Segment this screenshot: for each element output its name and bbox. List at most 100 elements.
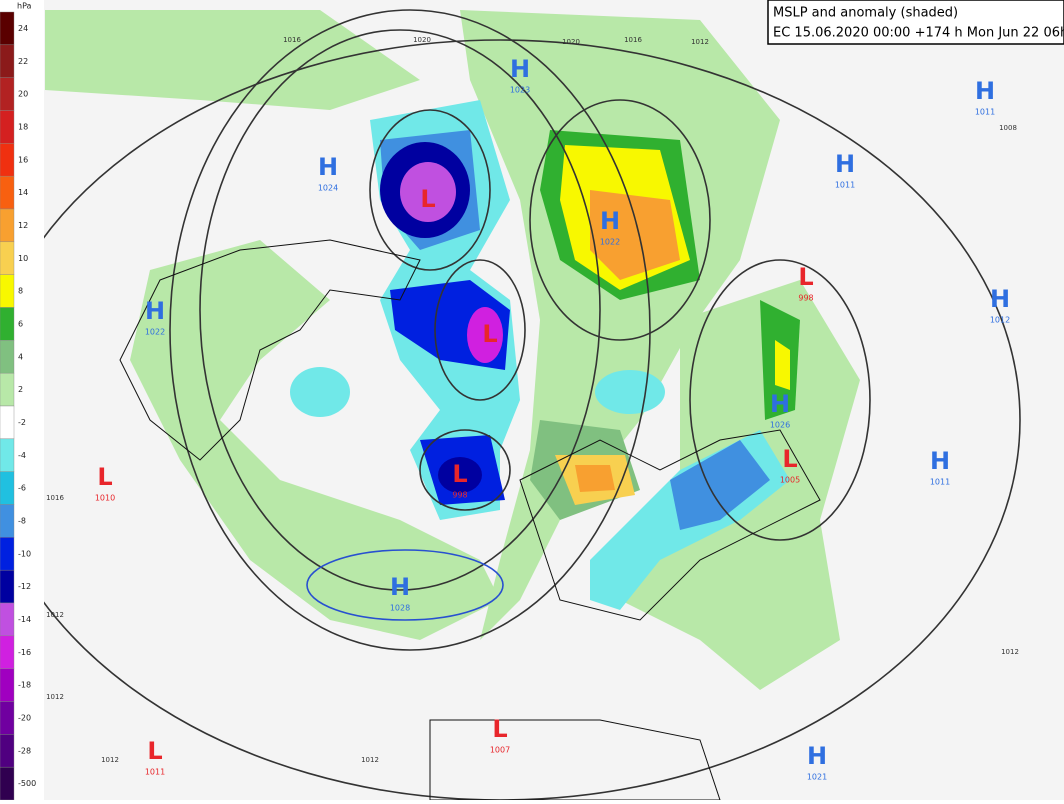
legend-label: -12 [18, 582, 31, 591]
legend-swatch [0, 241, 15, 275]
anomaly-shading [45, 10, 860, 690]
center-symbol: H [930, 447, 950, 475]
legend-swatch [0, 340, 15, 374]
center-pressure: 1022 [145, 328, 165, 337]
contour-label: 1012 [361, 756, 379, 764]
legend-swatch [0, 143, 15, 177]
legend-label: 24 [18, 24, 28, 33]
contour-label: 1016 [624, 36, 642, 44]
legend-label: 20 [18, 90, 28, 99]
contour-label: 1012 [1001, 648, 1019, 656]
subtitle: EC 15.06.2020 00:00 +174 h Mon Jun 22 06… [773, 26, 1064, 41]
legend-label: -500 [18, 779, 36, 788]
center-symbol: L [147, 737, 162, 765]
legend-swatch [0, 405, 15, 440]
center-symbol: H [510, 55, 530, 83]
contour-labels: 1016 1020 1020 1016 1012 1008 1016 1012 1012 1012… [46, 36, 1019, 764]
contour-label: 1012 [101, 756, 119, 764]
contour-label: 1012 [46, 693, 64, 701]
legend-swatch [0, 471, 15, 505]
legend-swatch [0, 569, 15, 604]
center-symbol: L [492, 715, 507, 743]
contour-label: 1012 [691, 38, 709, 46]
coastlines [119, 239, 821, 801]
legend-label: 16 [18, 155, 28, 164]
contour-label: 1008 [999, 124, 1017, 132]
center-symbol: H [390, 573, 410, 601]
legend-swatch [0, 208, 15, 243]
legend-label: 4 [18, 352, 23, 361]
legend-label: -4 [18, 451, 26, 460]
legend-label: 8 [18, 287, 23, 296]
legend-label: 14 [18, 188, 28, 197]
isobars [0, 9, 1021, 801]
contour-label: 1016 [283, 36, 301, 44]
legend-label: 6 [18, 319, 23, 328]
center-symbol: H [835, 150, 855, 178]
center-symbol: H [145, 297, 165, 325]
center-pressure: 1010 [95, 494, 115, 503]
legend-swatch [0, 110, 15, 144]
title: MSLP and anomaly (shaded) [773, 6, 958, 21]
legend-swatch [0, 77, 15, 111]
center-pressure: 1021 [807, 773, 827, 782]
center-symbol: H [770, 390, 790, 418]
legend-swatch [0, 537, 15, 571]
center-pressure: 1011 [975, 108, 995, 117]
center-pressure: 1011 [145, 768, 165, 777]
legend-label: -16 [18, 648, 31, 657]
legend-swatch [0, 372, 15, 407]
center-pressure: 1022 [600, 238, 620, 247]
legend-swatch [0, 11, 15, 46]
isobar-1028 [306, 549, 504, 621]
legend: 24 22 20 18 16 14 12 10 8 6 4 2 -2 -4 -6 -8 -10 -12 -14 -16… [0, 11, 36, 801]
center-symbol: L [782, 445, 797, 473]
legend-label: -6 [18, 484, 26, 493]
legend-label: 12 [18, 221, 28, 230]
legend-label: -10 [18, 549, 31, 558]
legend-swatch [0, 766, 15, 801]
legend-label: -2 [18, 418, 26, 427]
legend-label: -18 [18, 681, 31, 690]
legend-unit: hPa [17, 2, 32, 11]
center-pressure: 1005 [780, 476, 800, 485]
center-pressure: 1007 [490, 746, 510, 755]
center-symbol: L [97, 463, 112, 491]
legend-label: 22 [18, 57, 28, 66]
legend-label: 18 [18, 122, 28, 131]
legend-label: 2 [18, 385, 23, 394]
center-symbol: H [990, 285, 1010, 313]
legend-label: -20 [18, 713, 31, 722]
legend-swatch [0, 175, 15, 210]
legend-swatch [0, 307, 15, 341]
legend-swatch [0, 438, 15, 472]
legend-swatch [0, 635, 15, 669]
center-pressure: 1012 [990, 316, 1010, 325]
legend-label: -8 [18, 516, 26, 525]
center-symbol: L [482, 320, 497, 348]
center-pressure: 1028 [390, 604, 410, 613]
legend-swatch [0, 602, 15, 637]
title-box [767, 0, 1064, 45]
contour-label: 1016 [46, 494, 64, 502]
center-symbol: L [420, 185, 435, 213]
legend-swatch [0, 504, 15, 538]
center-pressure: 1011 [835, 181, 855, 190]
center-pressure: 1011 [930, 478, 950, 487]
center-pressure: 1024 [318, 184, 338, 193]
center-symbol: H [600, 207, 620, 235]
center-symbol: H [318, 153, 338, 181]
legend-swatch [0, 734, 15, 768]
legend-label: -28 [18, 746, 31, 755]
legend-swatch [0, 701, 15, 735]
center-symbol: L [798, 263, 813, 291]
center-pressure: 1023 [510, 86, 530, 95]
legend-swatch [0, 668, 15, 702]
center-pressure: 998 [452, 491, 467, 500]
legend-label: 10 [18, 254, 28, 263]
legend-label: -14 [18, 615, 31, 624]
contour-label: 1020 [562, 38, 580, 46]
legend-swatch [0, 44, 15, 78]
